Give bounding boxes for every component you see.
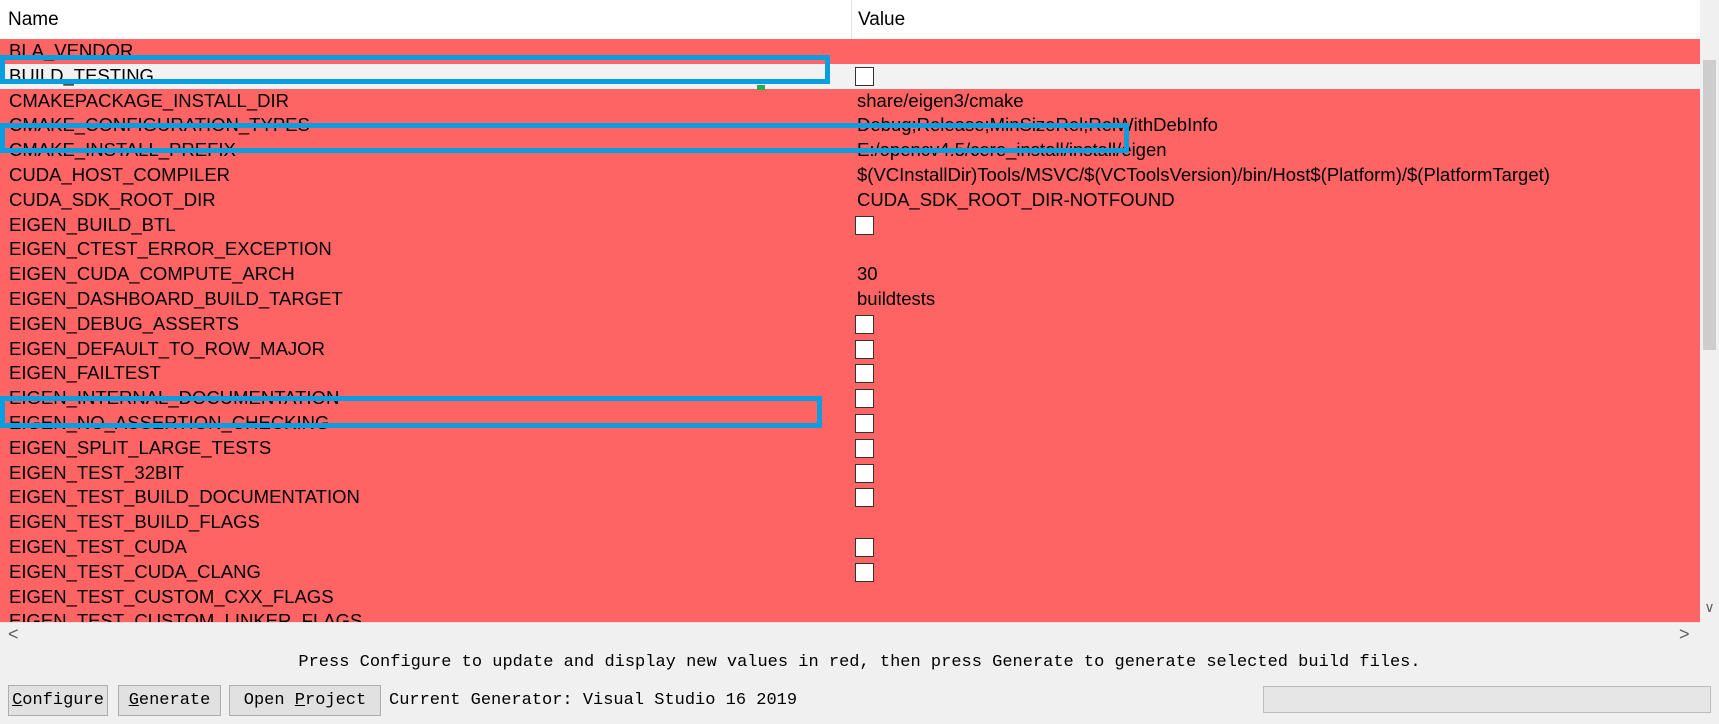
status-message: Press Configure to update and display ne…: [298, 653, 1421, 672]
table-row[interactable]: CUDA_SDK_ROOT_DIR CUDA_SDK_ROOT_DIR-NOTFO…: [0, 187, 1700, 213]
table-row[interactable]: EIGEN_FAILTEST: [0, 361, 1700, 387]
row-name: CUDA_SDK_ROOT_DIR: [9, 188, 216, 210]
row-checkbox[interactable]: [855, 562, 874, 582]
table-row[interactable]: EIGEN_SPLIT_LARGE_TESTS: [0, 435, 1700, 461]
row-checkbox[interactable]: [855, 463, 874, 483]
row-name: CUDA_HOST_COMPILER: [9, 163, 231, 185]
table-row[interactable]: EIGEN_BUILD_BTL: [0, 212, 1700, 238]
table-row[interactable]: EIGEN_CUDA_COMPUTE_ARCH 30: [0, 262, 1700, 287]
row-checkbox[interactable]: [855, 488, 874, 508]
row-name: EIGEN_BUILD_BTL: [9, 213, 176, 235]
row-name: CMAKEPACKAGE_INSTALL_DIR: [9, 89, 289, 111]
column-separator[interactable]: [851, 0, 852, 40]
row-checkbox[interactable]: [855, 537, 874, 557]
configure-button[interactable]: Configure: [8, 685, 108, 716]
row-checkbox[interactable]: [855, 364, 874, 384]
generate-button[interactable]: Generate: [118, 685, 221, 716]
table-row[interactable]: EIGEN_TEST_CUDA_CLANG: [0, 559, 1700, 585]
scrollbar-thumb[interactable]: [1703, 60, 1716, 350]
table-row[interactable]: EIGEN_TEST_BUILD_DOCUMENTATION: [0, 485, 1700, 511]
row-checkbox[interactable]: [855, 438, 874, 458]
row-name: EIGEN_TEST_BUILD_DOCUMENTATION: [9, 486, 360, 508]
row-name: EIGEN_TEST_BUILD_FLAGS: [9, 511, 260, 533]
row-value[interactable]: share/eigen3/cmake: [857, 89, 1024, 111]
table-row[interactable]: EIGEN_TEST_CUDA: [0, 534, 1700, 560]
table-row[interactable]: CUDA_HOST_COMPILER $(VCInstallDir)Tools/M…: [0, 162, 1700, 188]
progress-bar: [1263, 686, 1711, 713]
cache-table: Name Value BLA_VENDOR BUILD_TESTING CMAKEP…: [0, 0, 1700, 622]
table-row[interactable]: EIGEN_TEST_CUSTOM_CXX_FLAGS: [0, 584, 1700, 610]
vertical-scrollbar[interactable]: ∨: [1700, 0, 1719, 622]
table-row[interactable]: EIGEN_TEST_BUILD_FLAGS: [0, 510, 1700, 535]
column-header-value[interactable]: Value: [858, 9, 906, 30]
row-checkbox[interactable]: [855, 66, 874, 86]
generator-label: Current Generator: Visual Studio 16 2019: [389, 691, 798, 710]
column-header-name[interactable]: Name: [8, 9, 59, 30]
row-name: EIGEN_DEFAULT_TO_ROW_MAJOR: [9, 337, 325, 359]
table-row[interactable]: EIGEN_DEBUG_ASSERTS: [0, 311, 1700, 337]
table-row[interactable]: BUILD_TESTING: [0, 63, 1700, 89]
row-checkbox[interactable]: [855, 314, 874, 334]
row-name: EIGEN_DEBUG_ASSERTS: [9, 312, 239, 334]
row-checkbox[interactable]: [855, 215, 874, 235]
table-row[interactable]: EIGEN_CTEST_ERROR_EXCEPTION: [0, 237, 1700, 263]
table-rows: BLA_VENDOR BUILD_TESTING CMAKEPACKAGE_INST…: [0, 39, 1700, 622]
row-checkbox[interactable]: [855, 413, 874, 433]
horizontal-scrollbar[interactable]: < >: [0, 622, 1700, 644]
row-name: EIGEN_TEST_CUDA_CLANG: [9, 560, 261, 582]
row-name: EIGEN_FAILTEST: [9, 362, 161, 384]
row-name: EIGEN_DASHBOARD_BUILD_TARGET: [9, 287, 343, 309]
row-name: EIGEN_CUDA_COMPUTE_ARCH: [9, 263, 295, 285]
chevron-left-icon[interactable]: <: [8, 624, 19, 644]
row-name: EIGEN_TEST_CUDA: [9, 535, 187, 557]
row-checkbox[interactable]: [855, 339, 874, 359]
highlight-box-split-large-tests: [0, 396, 822, 428]
open-project-button[interactable]: Open Project: [229, 685, 381, 716]
row-name: EIGEN_TEST_32BIT: [9, 461, 184, 483]
row-value[interactable]: buildtests: [857, 287, 936, 309]
table-header: Name Value: [0, 0, 1700, 40]
table-row[interactable]: EIGEN_INTERNAL_DOCUMENTATION: [0, 386, 1700, 411]
table-row[interactable]: EIGEN_DEFAULT_TO_ROW_MAJOR: [0, 336, 1700, 362]
chevron-right-icon[interactable]: >: [1679, 624, 1690, 644]
resize-marker: [757, 85, 765, 90]
table-row[interactable]: EIGEN_TEST_32BIT: [0, 460, 1700, 486]
highlight-box-build-testing: [0, 55, 830, 84]
row-name: EIGEN_TEST_CUSTOM_LINKER_FLAGS: [9, 610, 363, 622]
row-value[interactable]: CUDA_SDK_ROOT_DIR-NOTFOUND: [857, 188, 1175, 210]
row-name: EIGEN_TEST_CUSTOM_CXX_FLAGS: [9, 585, 334, 607]
highlight-box-install-prefix: [0, 123, 1129, 153]
row-name: EIGEN_CTEST_ERROR_EXCEPTION: [9, 238, 332, 260]
row-value[interactable]: 30: [857, 263, 878, 285]
table-row[interactable]: CMAKEPACKAGE_INSTALL_DIR share/eigen3/cma…: [0, 88, 1700, 114]
table-row[interactable]: EIGEN_TEST_CUSTOM_LINKER_FLAGS: [0, 609, 1700, 622]
table-row[interactable]: EIGEN_DASHBOARD_BUILD_TARGET buildtests: [0, 286, 1700, 312]
chevron-down-icon[interactable]: ∨: [1704, 599, 1715, 615]
row-checkbox[interactable]: [855, 389, 874, 409]
row-name: EIGEN_SPLIT_LARGE_TESTS: [9, 436, 272, 458]
row-value[interactable]: $(VCInstallDir)Tools/MSVC/$(VCToolsVersi…: [857, 163, 1550, 185]
